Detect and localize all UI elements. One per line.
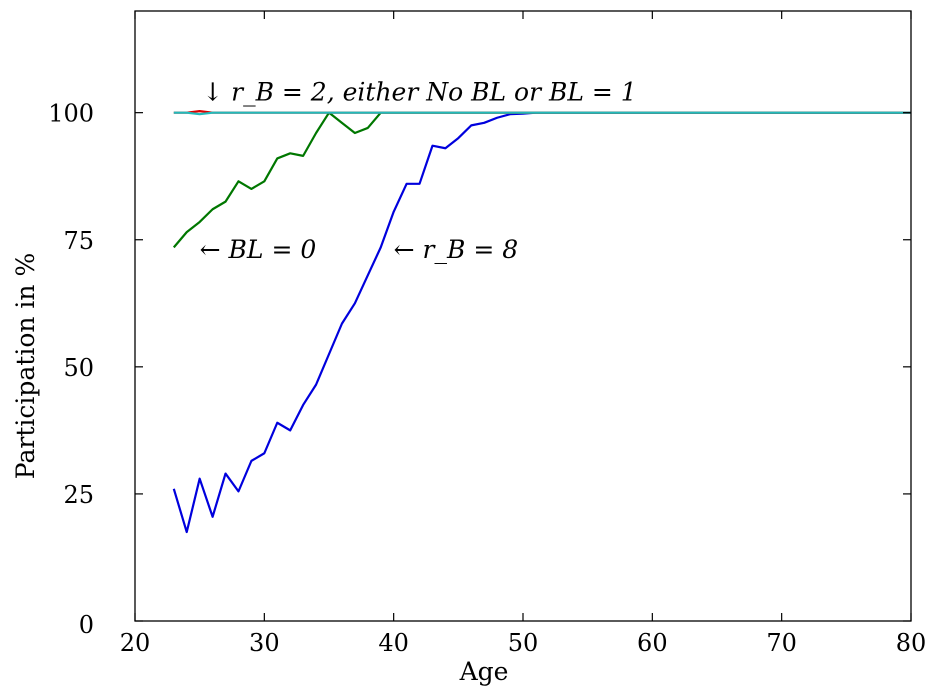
y-tick-label: 100 [48, 100, 94, 128]
x-tick-label: 20 [120, 629, 151, 657]
x-tick-label: 60 [637, 629, 668, 657]
annotation-3: ← r_B = 8 [394, 235, 518, 264]
x-tick-label: 50 [508, 629, 539, 657]
y-tick-label: 0 [79, 611, 94, 639]
x-tick-label: 30 [249, 629, 280, 657]
annotation-1: ↓ r_B = 2, either No BL or BL = 1 [202, 77, 636, 106]
x-tick-label: 80 [896, 629, 927, 657]
annotation-2: ← BL = 0 [200, 235, 317, 264]
y-tick-label: 50 [63, 354, 94, 382]
x-tick-label: 40 [378, 629, 409, 657]
x-axis-label: Age [459, 657, 509, 686]
series-layer [172, 110, 911, 534]
tick-label-layer: 20 30 40 50 60 70 80 0 25 50 75 100 [48, 100, 926, 657]
y-tick-label: 25 [63, 481, 94, 509]
x-tick-label: 70 [766, 629, 797, 657]
annotation-layer: ↓ r_B = 2, either No BL or BL = 1 ← BL = … [200, 77, 637, 264]
y-axis-label: Participation in % [11, 253, 40, 479]
y-tick-label: 75 [63, 227, 94, 255]
series-line-4 [173, 111, 911, 116]
ticks-layer [134, 11, 912, 622]
